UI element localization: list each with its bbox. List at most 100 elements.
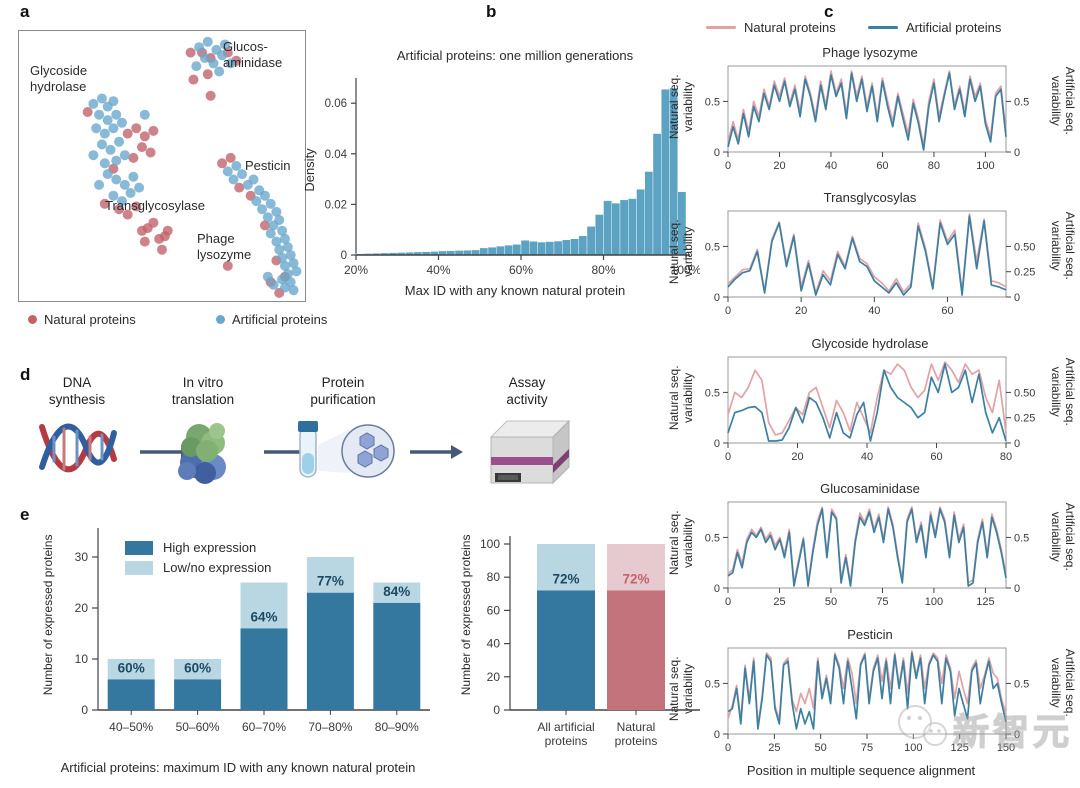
svg-text:64%: 64% bbox=[250, 609, 277, 624]
svg-text:0: 0 bbox=[714, 729, 720, 741]
svg-text:0: 0 bbox=[81, 703, 88, 717]
workflow-step-assay-activity: Assay activity bbox=[462, 375, 592, 490]
panel-a-letter: a bbox=[20, 2, 30, 21]
svg-text:0.25: 0.25 bbox=[1014, 413, 1035, 425]
svg-text:50: 50 bbox=[815, 742, 827, 754]
all-vs-natural-bar-chart: 0 20 40 60 80 100 72% All artificial proteins 72%… bbox=[480, 536, 700, 748]
svg-text:0: 0 bbox=[725, 160, 731, 172]
svg-text:80–90%: 80–90% bbox=[375, 720, 419, 734]
svg-text:75: 75 bbox=[861, 742, 873, 754]
subplot-canvas: 00.500.250.500 20 40 60 80 bbox=[705, 356, 1035, 463]
svg-text:0: 0 bbox=[714, 147, 720, 159]
subplot-title: Phage lysozyme bbox=[822, 45, 918, 60]
scatter-legend-natural: Natural proteins bbox=[28, 312, 136, 327]
svg-text:25: 25 bbox=[768, 742, 780, 754]
svg-text:0.50: 0.50 bbox=[1014, 387, 1035, 399]
svg-text:60: 60 bbox=[487, 603, 501, 617]
svg-text:70–80%: 70–80% bbox=[308, 720, 352, 734]
svg-text:72%: 72% bbox=[552, 571, 579, 586]
svg-text:60%: 60% bbox=[184, 660, 211, 675]
svg-text:25: 25 bbox=[773, 596, 785, 608]
histogram-xlabel: Max ID with any known natural protein bbox=[404, 283, 626, 298]
legend-label: Artificial proteins bbox=[232, 312, 328, 327]
svg-text:60: 60 bbox=[930, 451, 942, 463]
line-subplot-phage-lysozyme: Phage lysozyme Natural seq. variability Ar… bbox=[660, 45, 1080, 191]
artificial-line-icon bbox=[868, 26, 898, 29]
high-expression-swatch-icon bbox=[125, 540, 153, 555]
scatter-legend-artificial: Artificial proteins bbox=[216, 312, 327, 327]
svg-text:60–70%: 60–70% bbox=[242, 720, 286, 734]
subplot-title: Glucosaminidase bbox=[820, 481, 920, 496]
histogram-title: Artificial proteins: one million generat… bbox=[396, 48, 634, 63]
cluster-label-glucosaminidase: Glucos- aminidase bbox=[223, 39, 283, 70]
svg-text:0: 0 bbox=[714, 292, 720, 304]
cluster-label-transglycosylase: Transglycosylase bbox=[105, 198, 205, 213]
svg-text:0: 0 bbox=[1014, 729, 1020, 741]
svg-text:0.04: 0.04 bbox=[325, 149, 348, 161]
svg-text:80: 80 bbox=[1000, 451, 1012, 463]
svg-text:125: 125 bbox=[976, 596, 994, 608]
svg-text:150: 150 bbox=[997, 742, 1015, 754]
svg-text:50: 50 bbox=[825, 596, 837, 608]
svg-text:0: 0 bbox=[714, 438, 720, 450]
svg-text:84%: 84% bbox=[383, 584, 410, 599]
bar-left-xlabel: Artificial proteins: maximum ID with any… bbox=[60, 760, 416, 775]
arrow-right-icon bbox=[408, 443, 464, 461]
svg-text:0.06: 0.06 bbox=[325, 98, 347, 110]
expression-legend: High expression Low/no expression bbox=[125, 540, 271, 575]
line-legend-artificial: Artificial proteins bbox=[868, 20, 1001, 35]
scatter-plot bbox=[82, 36, 302, 298]
subplot-canvas: 0 0.5 0 0.5 0 20 40 60 80 100 bbox=[705, 65, 1029, 172]
subplot-right-ylabel: Artificial seq. variability bbox=[1049, 502, 1077, 571]
svg-text:40%: 40% bbox=[426, 263, 450, 277]
legend-label: Low/no expression bbox=[163, 560, 272, 575]
svg-text:10: 10 bbox=[75, 652, 89, 666]
plate-reader-icon bbox=[477, 415, 577, 491]
low-expression-swatch-icon bbox=[125, 560, 153, 575]
svg-text:0: 0 bbox=[725, 305, 731, 317]
svg-text:0.25: 0.25 bbox=[1014, 267, 1035, 279]
svg-text:75: 75 bbox=[876, 596, 888, 608]
cluster-label-pesticin: Pesticin bbox=[245, 158, 291, 173]
panel-b-letter: b bbox=[486, 2, 497, 21]
legend-label: High expression bbox=[163, 540, 257, 555]
artificial-dot-icon bbox=[216, 315, 225, 324]
subplot-left-ylabel: Natural seq. variability bbox=[667, 365, 695, 431]
panel-d-letter: d bbox=[20, 365, 31, 384]
svg-text:0.5: 0.5 bbox=[705, 532, 720, 544]
svg-text:20: 20 bbox=[487, 670, 501, 684]
svg-text:72%: 72% bbox=[622, 571, 649, 586]
cluster-label-glycoside-hydrolase: Glycoside hydrolase bbox=[30, 63, 88, 94]
dna-icon bbox=[34, 415, 120, 487]
subplot-title: Glycoside hydrolase bbox=[811, 336, 929, 351]
workflow-step-protein-purification: Protein purification bbox=[278, 375, 408, 490]
svg-text:0: 0 bbox=[725, 742, 731, 754]
svg-text:0.02: 0.02 bbox=[325, 199, 347, 211]
subplot-canvas: 00.500.250.500 20 40 60 bbox=[705, 210, 1035, 317]
svg-text:0: 0 bbox=[1014, 147, 1020, 159]
cluster-label-phage-lysozyme: Phage lysozyme bbox=[197, 231, 252, 262]
line-xlabel: Position in multiple sequence alignment bbox=[746, 763, 976, 778]
line-subplot-glucosaminidase: Glucosaminidase Natural seq. variability A… bbox=[660, 481, 1080, 627]
svg-text:40–50%: 40–50% bbox=[109, 720, 153, 734]
step-caption: Protein purification bbox=[310, 375, 376, 407]
step-caption: DNA synthesis bbox=[48, 375, 106, 407]
subplot-canvas: 0 0.5 0 0.5 0 25 50 75 100 125 150 bbox=[705, 647, 1029, 754]
ribosome-icon bbox=[165, 415, 241, 489]
svg-text:Density: Density bbox=[302, 148, 317, 192]
svg-text:100%: 100% bbox=[671, 263, 700, 277]
legend-item-high-expression: High expression bbox=[125, 540, 271, 555]
svg-text:0: 0 bbox=[1014, 583, 1020, 595]
svg-text:0.5: 0.5 bbox=[1014, 96, 1029, 108]
svg-text:0: 0 bbox=[341, 250, 347, 262]
svg-text:40: 40 bbox=[861, 451, 873, 463]
svg-text:60: 60 bbox=[876, 160, 888, 172]
svg-text:20: 20 bbox=[795, 305, 807, 317]
subplot-right-ylabel: Artificial seq. variability bbox=[1049, 211, 1077, 280]
svg-text:0.5: 0.5 bbox=[1014, 678, 1029, 690]
subplot-title: Pesticin bbox=[847, 627, 893, 642]
svg-text:40: 40 bbox=[868, 305, 880, 317]
svg-text:60%: 60% bbox=[509, 263, 533, 277]
svg-text:20: 20 bbox=[75, 601, 89, 615]
